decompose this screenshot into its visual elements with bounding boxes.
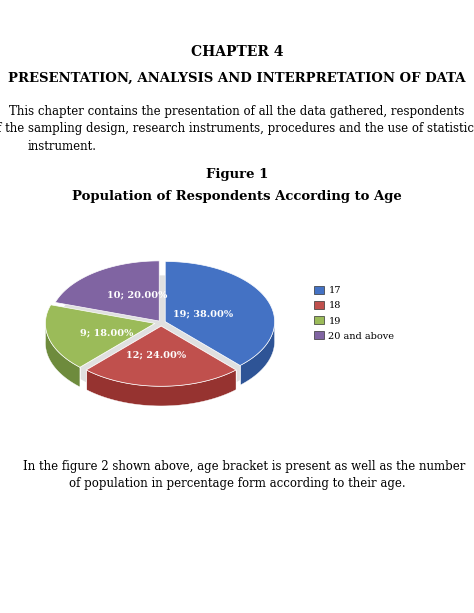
Text: of population in percentage form according to their age.: of population in percentage form accordi… xyxy=(69,477,405,490)
Ellipse shape xyxy=(50,275,273,398)
Text: instrument.: instrument. xyxy=(28,140,97,153)
Polygon shape xyxy=(165,262,274,365)
Text: 9; 18.00%: 9; 18.00% xyxy=(80,329,133,338)
Text: Figure 1: Figure 1 xyxy=(206,168,268,181)
Text: CHAPTER 4: CHAPTER 4 xyxy=(191,45,283,59)
Text: In the figure 2 shown above, age bracket is present as well as the number: In the figure 2 shown above, age bracket… xyxy=(9,460,465,473)
Polygon shape xyxy=(86,370,236,406)
Text: PRESENTATION, ANALYSIS AND INTERPRETATION OF DATA: PRESENTATION, ANALYSIS AND INTERPRETATIO… xyxy=(8,72,466,85)
Text: 10; 20.00%: 10; 20.00% xyxy=(107,291,167,300)
Polygon shape xyxy=(46,305,155,367)
Text: 12; 24.00%: 12; 24.00% xyxy=(126,351,186,360)
Text: of the sampling design, research instruments, procedures and the use of statisti: of the sampling design, research instrum… xyxy=(0,122,474,135)
Polygon shape xyxy=(46,321,80,387)
Polygon shape xyxy=(86,326,236,386)
Polygon shape xyxy=(55,261,159,321)
Text: 19; 38.00%: 19; 38.00% xyxy=(173,309,233,318)
Text: This chapter contains the presentation of all the data gathered, respondents: This chapter contains the presentation o… xyxy=(9,105,465,118)
Polygon shape xyxy=(240,319,274,385)
Legend: 17, 18, 19, 20 and above: 17, 18, 19, 20 and above xyxy=(314,286,394,341)
Text: Population of Respondents According to Age: Population of Respondents According to A… xyxy=(72,190,402,203)
